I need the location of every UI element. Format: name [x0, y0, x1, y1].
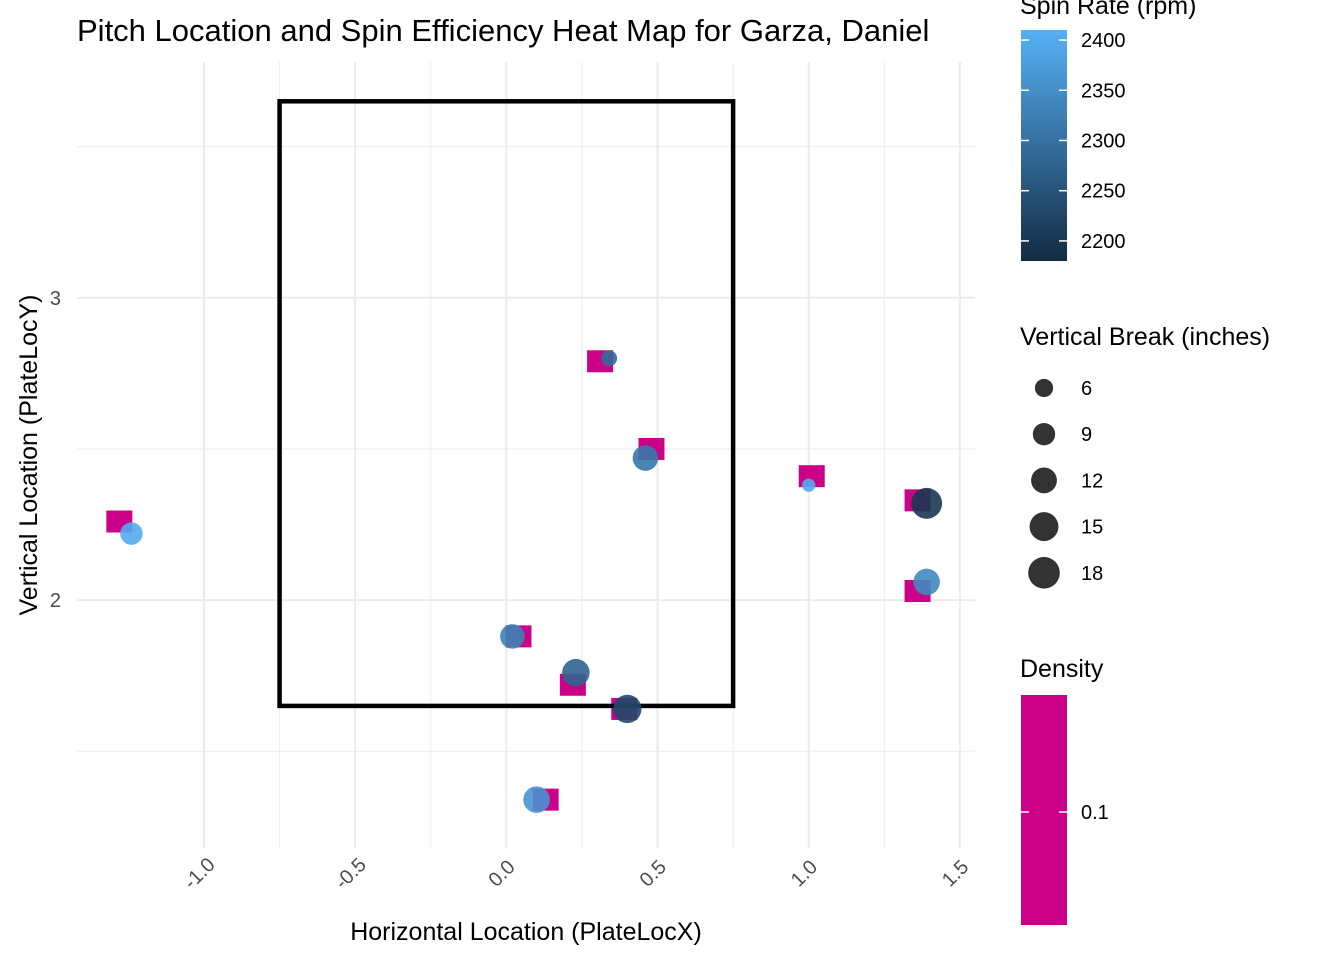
- spin-legend-title: Spin Rate (rpm): [1020, 0, 1196, 20]
- y-tick-label: 3: [50, 288, 61, 310]
- size-legend-point: [1034, 378, 1054, 398]
- strike-zone-box: [277, 99, 736, 709]
- spin-tick-label: 2200: [1081, 231, 1126, 253]
- spin-tick-label: 2250: [1081, 181, 1126, 203]
- spin-tick-label: 2300: [1081, 130, 1126, 152]
- vertical-break-legend: Vertical Break (inches) 6 9 12 15 18: [1020, 323, 1270, 589]
- pitch-point: [913, 568, 940, 596]
- pitch-point: [523, 786, 550, 813]
- size-legend-label: 6: [1081, 378, 1092, 400]
- chart-title: Pitch Location and Spin Efficiency Heat …: [77, 13, 929, 48]
- size-legend-label: 12: [1081, 470, 1103, 492]
- x-tick-label: 0.0: [484, 856, 519, 891]
- x-tick-label: 0.5: [636, 856, 671, 891]
- y-axis-label: Vertical Location (PlateLocY): [15, 294, 43, 615]
- size-legend-point: [1032, 423, 1056, 446]
- pitch-point: [120, 522, 143, 545]
- size-legend-label: 15: [1081, 517, 1103, 539]
- x-tick-label: 1.5: [938, 856, 973, 891]
- x-tick-label: 1.0: [787, 856, 822, 891]
- pitch-point: [601, 350, 618, 367]
- size-legend-title: Vertical Break (inches): [1020, 323, 1270, 351]
- pitch-point: [632, 445, 659, 471]
- grid: [77, 62, 975, 848]
- spin-tick-label: 2350: [1081, 80, 1126, 102]
- x-axis-label: Horizontal Location (PlateLocX): [350, 918, 702, 946]
- pitch-point: [613, 694, 642, 724]
- density-legend-ticks: 0.1: [1021, 802, 1109, 824]
- y-tick-label: 2: [50, 590, 61, 612]
- pitch-point: [500, 624, 525, 649]
- size-legend-point: [1031, 467, 1057, 494]
- size-legend-point: [1029, 512, 1059, 542]
- pitch-point: [911, 487, 943, 519]
- spin-tick-label: 2400: [1081, 30, 1126, 52]
- pitch-point: [802, 478, 816, 492]
- size-legend-keys: 6 9 12 15 18: [1028, 378, 1103, 589]
- spin-colorbar: [1021, 30, 1067, 261]
- pitch-point: [562, 658, 590, 687]
- pitch-points: [120, 350, 943, 813]
- spin-rate-legend: Spin Rate (rpm) 2200 2250 2300 2350 2400: [1020, 0, 1196, 261]
- density-colorbar: [1021, 695, 1067, 925]
- x-axis-ticks: -1.0 -0.5 0.0 0.5 1.0 1.5: [180, 854, 973, 894]
- density-legend: Density 0.1: [1020, 655, 1109, 925]
- size-legend-label: 9: [1081, 424, 1092, 446]
- x-tick-label: -0.5: [331, 854, 371, 894]
- size-legend-point: [1028, 556, 1060, 589]
- spin-legend-ticks: 2200 2250 2300 2350 2400: [1021, 30, 1126, 253]
- y-axis-ticks: 23: [50, 288, 61, 612]
- density-legend-title: Density: [1020, 655, 1104, 683]
- x-tick-label: -1.0: [180, 854, 220, 894]
- density-tick-label: 0.1: [1081, 802, 1109, 824]
- strike-zone: [277, 99, 736, 709]
- size-legend-label: 18: [1081, 563, 1103, 585]
- density-tiles: [106, 350, 931, 811]
